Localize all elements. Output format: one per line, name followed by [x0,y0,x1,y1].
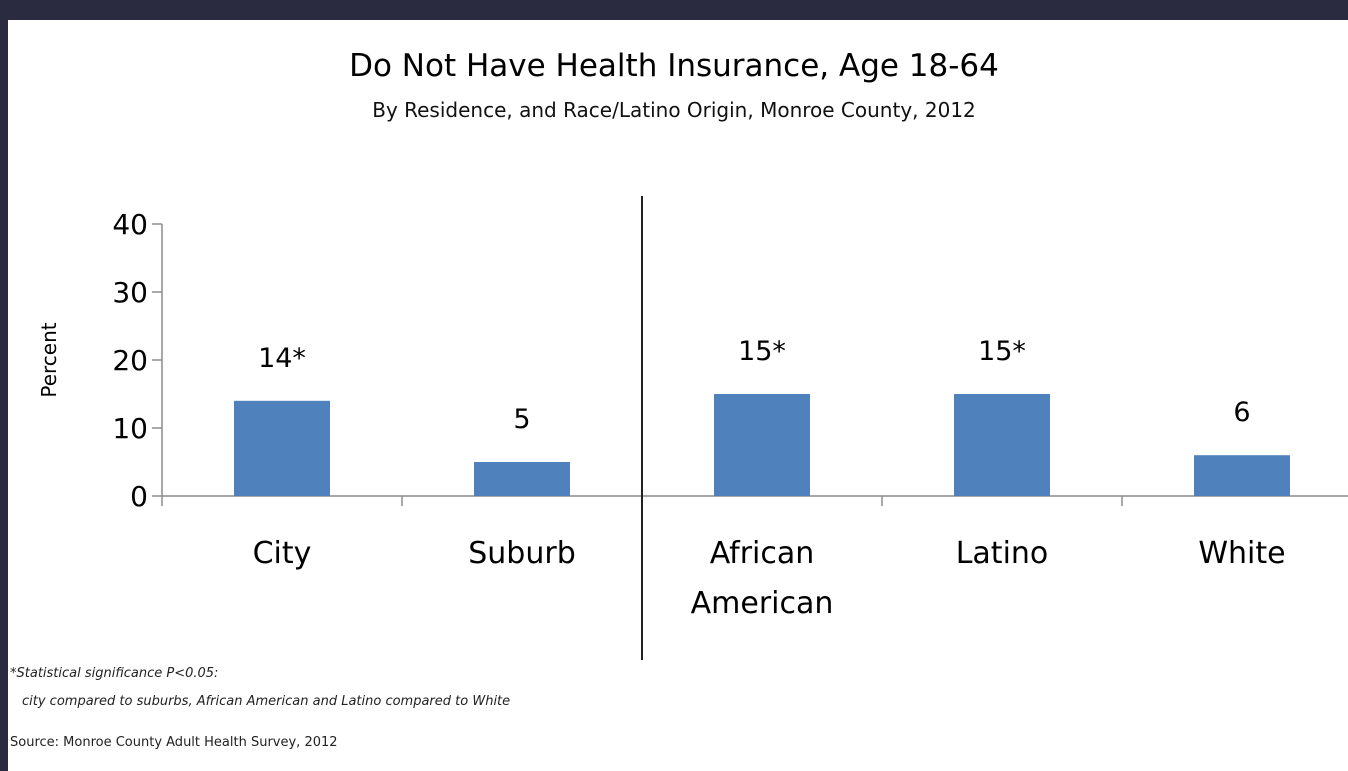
data-label: 6 [1233,397,1250,428]
bar [714,394,810,496]
category-label: White [1198,536,1285,571]
category-label: African [710,536,815,571]
y-tick-label: 10 [112,412,148,445]
bar-layer [234,394,1290,496]
label-layer: 0 10 20 30 40 Percent 14* City 5 Suburb 15* African… [37,208,1286,621]
footnote-comparisons: city compared to suburbs, African Americ… [22,694,511,709]
y-tick-label: 20 [112,344,148,377]
data-label: 15* [978,336,1026,367]
source-note: Source: Monroe County Adult Health Surve… [10,735,338,750]
bar [474,462,570,496]
bar [234,400,330,496]
category-label: Latino [956,536,1049,571]
y-axis-title: Percent [37,322,61,397]
data-label: 14* [258,343,306,374]
bar [1194,455,1290,496]
category-label: City [253,536,312,571]
chart-panel [8,20,1348,771]
footnote-significance: *Statistical significance P<0.05: [10,666,219,681]
data-label: 15* [738,336,786,367]
y-tick-label: 40 [112,208,148,241]
chart-title: Do Not Have Health Insurance, Age 18-64 [349,48,999,84]
y-tick-label: 0 [130,480,148,513]
data-label: 5 [513,404,530,435]
bar [954,394,1050,496]
y-tick-label: 30 [112,276,148,309]
category-label: Suburb [468,536,576,571]
chart-subtitle: By Residence, and Race/Latino Origin, Mo… [372,98,976,122]
category-label: American [691,586,834,621]
